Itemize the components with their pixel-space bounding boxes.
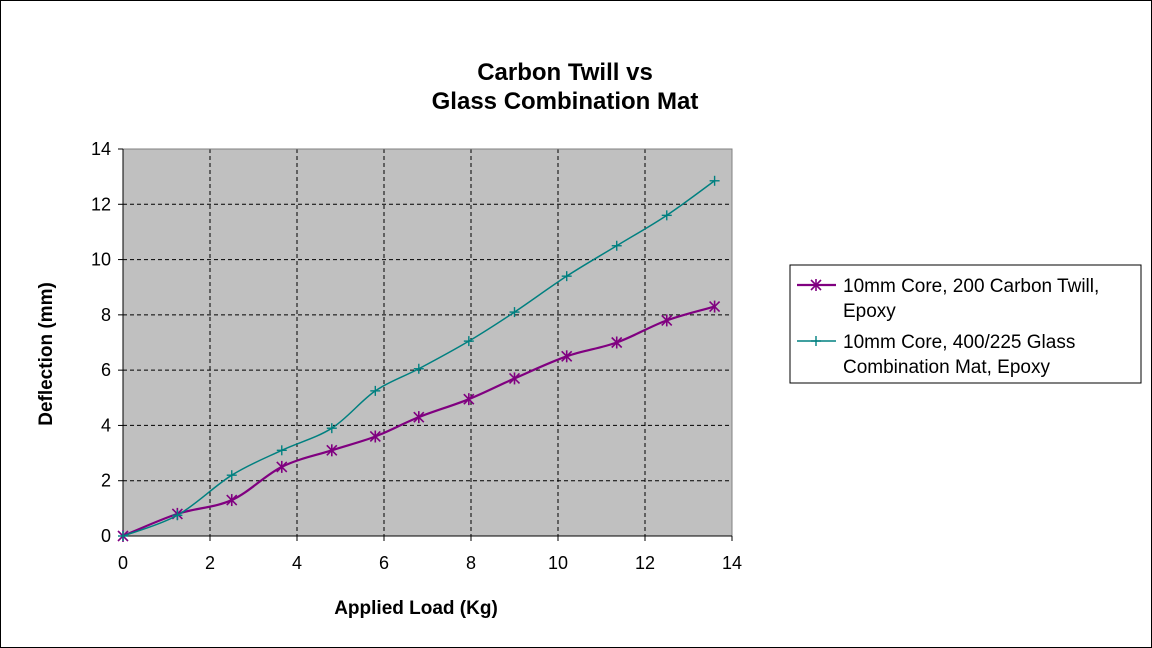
series-2-point [118,531,128,541]
series-2-point [509,307,520,318]
x-tick-label: 0 [118,553,128,573]
series-2-point [413,363,424,374]
legend-label-line: 10mm Core, 200 Carbon Twill, [843,276,1099,297]
legend-label-line: 10mm Core, 400/225 Glass [843,332,1075,353]
chart-title-line-1: Carbon Twill vs [477,59,653,86]
series-2-point [463,336,474,347]
legend-label-line: Combination Mat, Epoxy [843,357,1050,378]
y-tick-label: 12 [91,194,111,214]
x-tick-label: 2 [205,553,215,573]
y-axis-label: Deflection (mm) [36,282,57,426]
series-1 [117,300,721,542]
y-tick-label: 14 [91,139,111,159]
series-1-point [611,336,623,349]
series-2-point [561,271,572,282]
grid-lines [123,149,732,536]
y-tick-label: 0 [101,526,111,546]
series-2-point [370,385,381,396]
y-tick-label: 2 [101,471,111,491]
series-2-point [276,445,287,456]
series-1-point [463,393,475,406]
x-tick-label: 8 [466,553,476,573]
series-2-point [172,510,183,521]
series-1-point [561,350,573,363]
series-1-point [326,444,338,457]
series-2-point [226,470,237,481]
y-tick-label: 10 [91,250,111,270]
legend-box [789,264,1142,384]
y-tick-label: 4 [101,415,111,435]
series-2-point [661,210,672,221]
series-1-point [276,460,288,473]
legend-entry-2: 10mm Core, 400/225 Glass Combination Mat,… [797,332,1075,378]
series-layer [117,175,721,542]
x-tick-label: 10 [548,553,568,573]
series-1-point [661,314,673,327]
legend-swatch-marker [810,279,822,291]
legend-label-line: Epoxy [843,301,896,322]
series-1-point [226,494,238,507]
x-axis-label: Applied Load (Kg) [334,598,498,619]
series-2-point [709,175,720,186]
legend-swatch-marker [811,336,821,346]
series-1-point [413,411,425,424]
y-tick-label: 6 [101,360,111,380]
plot-area [122,148,733,537]
chart-title: Carbon Twill vs Glass Combination Mat [432,59,699,115]
series-2-point [326,423,337,434]
series-1-point [508,372,521,385]
series-2-point [611,240,622,251]
x-tick-labels: 0 2 4 6 8 10 12 14 [118,553,742,573]
x-tick-label: 6 [379,553,389,573]
legend-entry-1: 10mm Core, 200 Carbon Twill, Epoxy [797,276,1099,322]
x-tick-label: 14 [722,553,742,573]
chart-title-line-2: Glass Combination Mat [432,88,699,115]
y-tick-labels: 0 2 4 6 8 10 12 14 [91,139,111,546]
series-1-point [369,430,381,443]
x-tick-label: 12 [635,553,655,573]
x-tick-label: 4 [292,553,302,573]
series-2 [118,175,720,541]
series-1-point [709,300,721,313]
y-tick-label: 8 [101,305,111,325]
